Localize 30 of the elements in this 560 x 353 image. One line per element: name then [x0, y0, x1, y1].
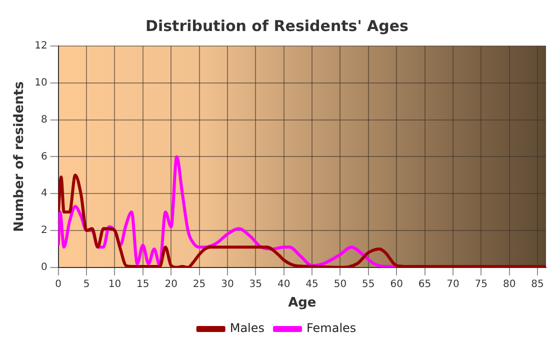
x-tick-label: 85	[531, 278, 544, 290]
x-axis-title: Age	[288, 296, 316, 311]
y-tick-label: 8	[40, 114, 48, 126]
x-tick-label: 20	[164, 278, 178, 290]
y-tick-label: 4	[40, 188, 48, 200]
x-tick-label: 70	[446, 278, 460, 290]
x-tick-label: 5	[83, 278, 90, 290]
x-tick-label: 65	[418, 278, 432, 290]
x-tick-label: 30	[221, 278, 234, 290]
y-tick-label: 0	[40, 262, 48, 273]
x-tick-label: 50	[334, 278, 347, 290]
legend-label: Males	[230, 321, 265, 336]
x-tick-label: 55	[362, 278, 375, 290]
y-tick-label: 6	[40, 151, 48, 162]
x-tick-label: 0	[55, 278, 62, 290]
x-tick-label: 75	[474, 278, 488, 290]
x-tick-label: 60	[390, 278, 403, 290]
y-tick-label: 12	[34, 40, 48, 52]
x-tick-label: 80	[502, 278, 516, 290]
y-tick-label: 2	[40, 225, 48, 236]
x-tick-label: 45	[306, 278, 318, 290]
x-tick-label: 10	[108, 278, 122, 290]
x-tick-label: 25	[192, 278, 206, 290]
legend-label: Females	[306, 321, 356, 336]
x-tick-label: 15	[136, 278, 150, 290]
y-tick-label: 10	[34, 77, 48, 88]
x-tick-label: 35	[249, 278, 262, 290]
chart-title: Distribution of Residents' Ages	[146, 16, 409, 35]
y-axis-title: Number of residents	[12, 81, 28, 232]
x-tick-label: 40	[277, 278, 290, 290]
